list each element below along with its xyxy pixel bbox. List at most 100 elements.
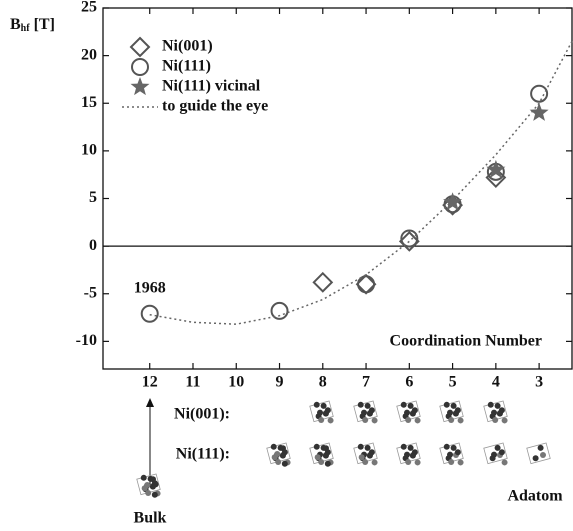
point xyxy=(400,229,419,248)
cluster-cell xyxy=(526,442,551,465)
adatom-label: Adatom xyxy=(507,488,563,505)
cluster-icon xyxy=(526,442,551,465)
bulk-label: Bulk xyxy=(134,510,167,527)
atom xyxy=(279,452,286,459)
legend-label: Ni(001) xyxy=(162,38,213,55)
cluster-icon xyxy=(439,400,464,424)
point xyxy=(529,102,549,121)
atom xyxy=(318,417,325,424)
atom xyxy=(145,490,152,497)
atom xyxy=(405,417,412,424)
legend-marker xyxy=(131,58,149,76)
atom xyxy=(409,410,416,417)
cluster-cell xyxy=(483,442,508,465)
point xyxy=(442,194,464,216)
y-label-part: [T] xyxy=(34,16,55,33)
x-tick-label: 12 xyxy=(142,374,158,391)
atom xyxy=(492,417,499,424)
atom xyxy=(314,454,321,461)
atom xyxy=(151,491,158,498)
atom xyxy=(371,459,378,466)
atom xyxy=(322,410,329,417)
x-label: Coordination Number xyxy=(390,333,542,350)
atom xyxy=(498,449,505,456)
arrow-head xyxy=(146,398,154,407)
atom xyxy=(313,401,320,408)
x-tick-label: 7 xyxy=(362,374,370,391)
atom xyxy=(537,444,544,451)
atom xyxy=(448,417,455,424)
atom xyxy=(494,402,501,409)
legend-label: Ni(111) xyxy=(162,58,211,75)
atom xyxy=(371,417,378,424)
atom xyxy=(275,459,282,466)
y-tick-label: 25 xyxy=(81,0,97,16)
guide-line xyxy=(149,40,573,325)
atom xyxy=(274,451,281,458)
plot-frame xyxy=(102,7,573,370)
atom xyxy=(366,452,373,459)
atom xyxy=(407,402,414,409)
atom xyxy=(409,452,416,459)
atom xyxy=(491,409,498,416)
annotation: 1968 xyxy=(134,279,166,296)
atom xyxy=(322,452,329,459)
atom xyxy=(357,443,364,450)
atom xyxy=(414,417,421,424)
legend-marker xyxy=(129,36,151,58)
atom xyxy=(494,444,501,451)
atom xyxy=(443,401,450,408)
y-label: Bhf [T] xyxy=(10,16,55,35)
x-tick-label: 3 xyxy=(535,374,543,391)
atom xyxy=(364,402,371,409)
atom xyxy=(362,459,369,466)
cluster-icon xyxy=(439,442,464,466)
atom xyxy=(324,460,331,467)
point xyxy=(140,304,159,323)
atom xyxy=(357,401,364,408)
atom xyxy=(152,481,159,488)
atom xyxy=(414,459,421,466)
atom xyxy=(318,459,325,466)
point xyxy=(398,230,420,252)
row-label: Ni(111): xyxy=(176,446,230,463)
point xyxy=(530,84,549,103)
point xyxy=(357,275,376,294)
atom xyxy=(450,402,457,409)
atom xyxy=(400,401,407,408)
atom xyxy=(540,452,546,458)
atom xyxy=(364,444,371,451)
row-label: Ni(001): xyxy=(174,406,230,423)
atom xyxy=(501,459,508,466)
y-tick-label: 10 xyxy=(81,142,97,159)
x-tick-label: 6 xyxy=(405,374,413,391)
atom xyxy=(279,445,286,452)
atom xyxy=(443,443,450,450)
legend-label: to guide the eye xyxy=(162,98,268,115)
x-tick-label: 8 xyxy=(319,374,327,391)
cluster-icon xyxy=(483,442,508,466)
atom xyxy=(362,417,369,424)
point xyxy=(485,167,507,188)
atom xyxy=(144,482,151,489)
point xyxy=(270,301,289,320)
cluster-icon xyxy=(136,473,161,498)
atom xyxy=(491,451,498,458)
atom xyxy=(320,402,327,409)
atom xyxy=(281,460,288,467)
cluster-icon xyxy=(396,442,421,466)
atom xyxy=(270,443,277,450)
atom xyxy=(149,476,156,483)
atom xyxy=(358,454,365,461)
cluster-icon xyxy=(266,442,291,467)
y-tick-label: 15 xyxy=(81,94,97,111)
x-tick-label: 4 xyxy=(492,374,500,391)
y-label-part: hf xyxy=(21,23,31,34)
atom xyxy=(487,401,494,408)
atom xyxy=(452,410,459,417)
atom xyxy=(313,443,320,450)
atom xyxy=(404,409,411,416)
cluster-icon xyxy=(309,400,334,424)
x-tick-label: 5 xyxy=(449,374,457,391)
legend-marker xyxy=(130,77,150,96)
